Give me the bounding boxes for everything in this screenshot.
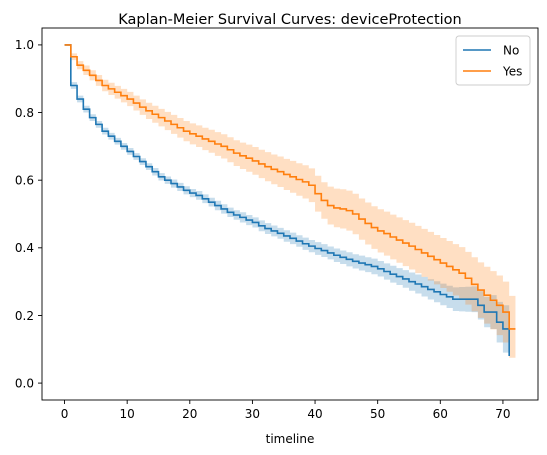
y-tick-label: 0.4 [15, 241, 34, 255]
survival-line-no [64, 44, 510, 357]
y-tick-label: 0.6 [15, 173, 34, 187]
survival-line-yes [64, 44, 516, 330]
x-axis-ticks: 0 10 20 30 40 50 60 70 [61, 400, 511, 421]
x-tick-label: 40 [307, 407, 322, 421]
x-axis-label: timeline [266, 432, 315, 446]
x-tick-label: 0 [61, 407, 69, 421]
y-tick-label: 0.8 [15, 106, 34, 120]
legend-label-yes: Yes [502, 65, 522, 79]
legend-label-no: No [503, 44, 519, 58]
x-tick-label: 20 [182, 407, 197, 421]
y-tick-label: 0.0 [15, 376, 34, 390]
ci-band-yes [64, 44, 516, 358]
y-tick-label: 1.0 [15, 38, 34, 52]
legend: No Yes [455, 35, 531, 86]
survival-lines [64, 44, 516, 357]
y-axis-ticks: 0.0 0.2 0.4 0.6 0.8 1.0 [15, 38, 42, 390]
x-tick-label: 60 [433, 407, 448, 421]
chart-title: Kaplan-Meier Survival Curves: deviceProt… [118, 12, 462, 28]
x-tick-label: 30 [245, 407, 260, 421]
x-tick-label: 50 [370, 407, 385, 421]
confidence-bands [64, 44, 516, 380]
plot-frame [41, 27, 539, 401]
y-tick-label: 0.2 [15, 309, 34, 323]
legend-frame [455, 35, 531, 86]
x-tick-label: 10 [120, 407, 135, 421]
x-tick-label: 70 [495, 407, 510, 421]
